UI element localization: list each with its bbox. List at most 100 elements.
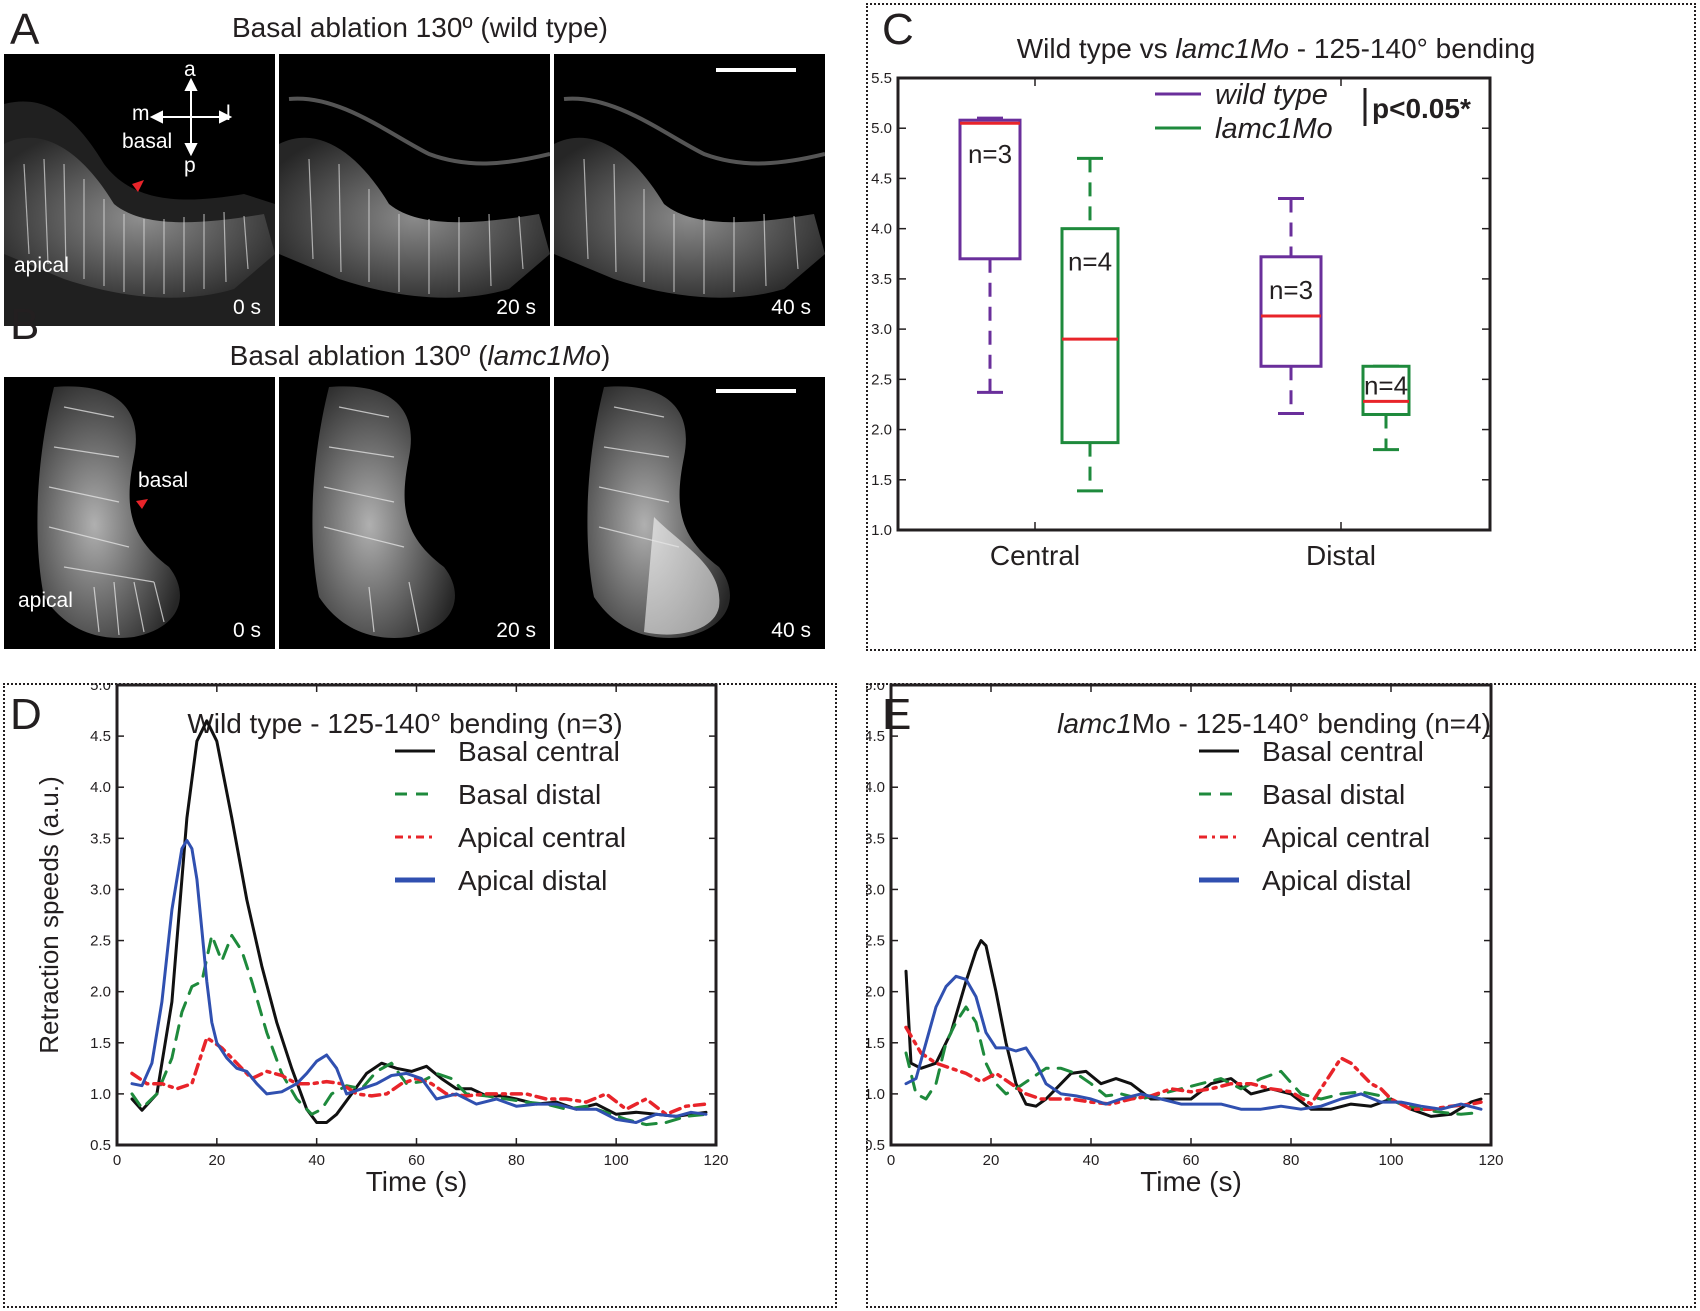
line-chart-wild-type: Wild type - 125-140° bending (n=3) 0.5 1.… — [34, 683, 729, 1197]
n-label: n=3 — [968, 139, 1012, 169]
x-tick-label: 120 — [1478, 1152, 1503, 1169]
y-tick-label: 3.5 — [90, 830, 111, 847]
label-axis-l: l — [226, 102, 231, 125]
box — [1060, 227, 1120, 445]
y-tick-label: 4.5 — [90, 728, 111, 745]
x-tick-label: 120 — [703, 1152, 728, 1169]
x-tick-label: Distal — [1306, 540, 1376, 571]
y-tick-label: 5.0 — [90, 683, 111, 694]
y-tick-label: 2.0 — [90, 984, 111, 1001]
line-chart-lamc1mo: lamc1Mo - 125-140° bending (n=4) 0.5 1.0 1… — [866, 683, 1504, 1197]
timestamp: 0 s — [232, 619, 261, 642]
series-line-basal-central — [130, 719, 708, 1124]
legend-label: Basal distal — [458, 779, 601, 810]
chart-title-suffix: - 125-140° bending — [1289, 33, 1535, 64]
label-axis-m: m — [132, 102, 150, 125]
chart-title-italic: lamc1 — [1057, 708, 1132, 739]
x-tick-label: 40 — [308, 1152, 325, 1169]
box — [958, 118, 1022, 261]
x-tick-label: 20 — [208, 1152, 225, 1169]
micrograph-b-20s: 20 s — [279, 377, 550, 649]
y-tick-label: 0.5 — [90, 1137, 111, 1154]
n-label: n=4 — [1364, 370, 1408, 400]
legend-label: wild type — [1215, 79, 1328, 111]
y-tick-label: 3.0 — [866, 881, 885, 898]
timestamp: 20 s — [496, 296, 536, 319]
x-tick-label: 0 — [113, 1152, 121, 1169]
y-tick-label: 1.5 — [866, 1035, 885, 1052]
series-line-apical-distal — [904, 974, 1483, 1111]
panel-a-title: Basal ablation 130º (wild type) — [232, 12, 608, 43]
chart-title: Wild type vs lamc1Mo - 125-140° bending — [1017, 33, 1536, 64]
y-tick-label: 2.5 — [866, 933, 885, 950]
y-tick-label: 3.5 — [866, 830, 885, 847]
series-line-apical-central — [904, 1025, 1483, 1111]
panel-a-micrographs: apical basal a p m l 0 s 20 s — [4, 54, 825, 326]
series-line-basal-distal — [904, 1005, 1483, 1116]
y-axis-label: Retraction speeds (a.u.) — [34, 776, 64, 1053]
label-apical: apical — [18, 589, 73, 612]
legend-label: Basal central — [1262, 736, 1424, 767]
tissue-image — [587, 386, 730, 638]
panel-b-title-italic: lamc1Mo — [487, 340, 601, 371]
x-axis-label: Time (s) — [1140, 1166, 1242, 1197]
panel-c-frame — [866, 3, 1696, 651]
legend-label: Basal central — [458, 736, 620, 767]
y-tick-label: 4.0 — [871, 221, 892, 238]
series-line-apical-distal — [130, 838, 708, 1124]
tissue-image — [4, 101, 275, 326]
n-label: n=3 — [1269, 275, 1313, 305]
n-label: n=4 — [1068, 247, 1112, 277]
micrograph-a-0s: apical basal a p m l 0 s — [4, 54, 275, 326]
box — [1259, 255, 1323, 368]
timestamp: 20 s — [496, 619, 536, 642]
legend-label: lamc1Mo — [1215, 113, 1333, 145]
y-tick-label: 5.0 — [866, 683, 885, 694]
label-axis-p: p — [184, 154, 196, 177]
panel-b-micrographs: basal apical 0 s 20 s 40 s — [4, 377, 825, 649]
label-basal: basal — [138, 469, 189, 492]
x-axis-label: Time (s) — [366, 1166, 468, 1197]
panel-letter-e: E — [882, 690, 912, 739]
timestamp: 0 s — [232, 296, 261, 319]
y-tick-label: 1.5 — [871, 472, 892, 489]
x-tick-label: 0 — [887, 1152, 895, 1169]
y-tick-label: 3.0 — [90, 881, 111, 898]
y-tick-label: 2.5 — [90, 933, 111, 950]
micrograph-a-40s: 40 s — [554, 54, 825, 326]
y-tick-label: 4.5 — [866, 728, 885, 745]
y-tick-label: 1.5 — [90, 1035, 111, 1052]
x-tick-label: 60 — [1183, 1152, 1200, 1169]
y-tick-label: 4.0 — [90, 779, 111, 796]
y-tick-label: 2.0 — [866, 984, 885, 1001]
y-tick-label: 1.0 — [871, 522, 892, 539]
tissue-image — [279, 96, 550, 298]
panel-b-title: Basal ablation 130º (lamc1Mo) — [150, 340, 690, 372]
y-tick-label: 1.0 — [866, 1086, 885, 1103]
y-tick-label: 5.0 — [871, 120, 892, 137]
tissue-image — [312, 386, 455, 638]
series-line-basal-distal — [130, 933, 708, 1127]
x-tick-label: 80 — [1283, 1152, 1300, 1169]
orientation-arrows-icon — [149, 77, 233, 157]
chart-title: lamc1Mo - 125-140° bending (n=4) — [1057, 708, 1491, 739]
y-tick-label: 5.5 — [871, 70, 892, 87]
panel-letter-a: A — [10, 5, 40, 54]
legend-label: Apical central — [1262, 822, 1430, 853]
plot-frame — [896, 76, 1492, 532]
x-tick-label: 20 — [983, 1152, 1000, 1169]
y-tick-label: 4.5 — [871, 170, 892, 187]
panel-b-title-suffix: ) — [601, 340, 611, 371]
timestamp: 40 s — [771, 296, 811, 319]
panel-letter-d: D — [10, 690, 42, 739]
label-apical: apical — [14, 254, 69, 277]
chart-title: Wild type - 125-140° bending (n=3) — [187, 708, 622, 739]
chart-title-suffix: Mo - 125-140° bending (n=4) — [1132, 708, 1491, 739]
x-tick-label: 100 — [1378, 1152, 1403, 1169]
y-tick-label: 2.0 — [871, 422, 892, 439]
y-tick-label: 3.0 — [871, 321, 892, 338]
micrograph-a-20s: 20 s — [279, 54, 550, 326]
significance-label: p<0.05* — [1372, 93, 1471, 124]
scale-bar — [716, 68, 796, 72]
y-tick-label: 1.0 — [90, 1086, 111, 1103]
